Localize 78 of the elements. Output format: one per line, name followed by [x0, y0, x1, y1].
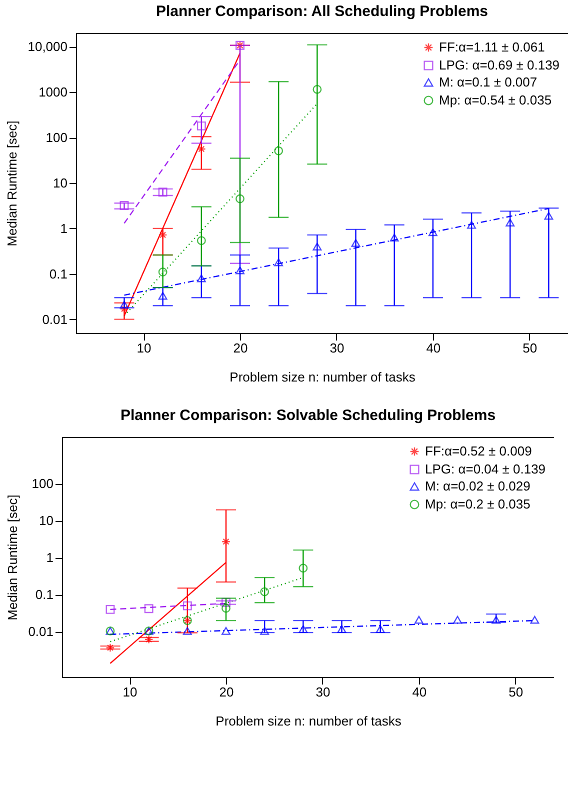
point — [376, 625, 385, 634]
x-tick-label: 50 — [508, 684, 524, 700]
point — [453, 616, 462, 624]
point — [312, 84, 322, 94]
point — [236, 194, 244, 204]
legend-label: M: α=0.02 ± 0.029 — [425, 478, 530, 494]
point — [530, 616, 540, 624]
y-tick-label: 0.1 — [49, 266, 68, 282]
point — [158, 188, 168, 197]
point — [222, 598, 230, 607]
point — [274, 146, 284, 156]
y-tick-label: 1000 — [38, 84, 68, 100]
x-tick-label: 10 — [122, 684, 138, 700]
point — [182, 601, 192, 610]
x-tick-label: 10 — [136, 340, 152, 356]
point — [158, 292, 168, 300]
point — [158, 230, 168, 240]
point — [260, 626, 270, 635]
point — [467, 220, 476, 229]
point — [298, 564, 308, 573]
y-tick-label: 100 — [46, 130, 68, 146]
x-tick-label: 30 — [330, 340, 344, 356]
point — [196, 274, 206, 282]
y-tick-label: 100 — [32, 476, 54, 492]
point — [337, 625, 346, 634]
y-tick-label: 0.01 — [28, 624, 54, 640]
legend-label: FF:α=0.52 ± 0.009 — [425, 444, 532, 458]
point — [144, 604, 154, 614]
point — [274, 258, 284, 266]
point — [236, 266, 244, 274]
point — [260, 587, 270, 596]
point — [158, 268, 168, 276]
point — [120, 201, 129, 210]
y-axis-title: Median Runtime [sec] — [4, 120, 20, 246]
point — [414, 616, 424, 624]
x-axis-title: Problem size n: number of tasks — [216, 714, 402, 728]
point — [351, 238, 360, 247]
legend-label: M: α=0.1 ± 0.007 — [439, 74, 538, 90]
point — [492, 616, 501, 624]
x-tick-label: 20 — [219, 684, 234, 700]
point — [222, 626, 230, 635]
legend-label: LPG: α=0.04 ± 0.139 — [425, 462, 546, 476]
x-tick-label: 20 — [233, 340, 248, 356]
point — [182, 626, 192, 635]
legend-label: FF:α=1.11 ± 0.061 — [439, 40, 545, 54]
point — [428, 228, 438, 236]
point — [196, 121, 206, 130]
legend-label: Mp: α=0.54 ± 0.035 — [439, 92, 552, 108]
point — [222, 604, 230, 613]
point — [196, 236, 206, 246]
x-tick-label: 50 — [522, 340, 538, 356]
legend-label: LPG: α=0.69 ± 0.139 — [439, 58, 560, 72]
y-axis-title: Median Runtime [sec] — [5, 494, 20, 620]
point — [120, 300, 129, 309]
point — [222, 537, 230, 546]
x-tick-label: 40 — [412, 684, 427, 700]
y-tick-label: 10 — [53, 176, 68, 190]
y-tick-label: 0.01 — [42, 312, 68, 327]
chart-title: Planner Comparison: Solvable Scheduling Problems — [120, 407, 496, 424]
y-tick-label: 1 — [46, 550, 54, 566]
x-tick-label: 30 — [316, 684, 330, 700]
point — [544, 212, 554, 220]
x-axis-title: Problem size n: number of tasks — [230, 370, 416, 384]
point — [120, 304, 129, 314]
legend-label: Mp: α=0.2 ± 0.035 — [425, 496, 530, 512]
y-tick-label: 0.1 — [35, 587, 54, 602]
chart-title: Planner Comparison: All Scheduling Problems — [156, 3, 488, 20]
x-tick-label: 40 — [426, 340, 441, 356]
y-tick-label: 1 — [60, 220, 68, 236]
y-tick-label: 10,000 — [28, 39, 68, 54]
point — [144, 634, 154, 644]
point — [298, 625, 308, 634]
point — [390, 234, 399, 242]
y-tick-label: 10 — [39, 513, 54, 528]
point — [506, 218, 515, 226]
point — [106, 604, 115, 614]
point — [106, 643, 115, 652]
point — [312, 242, 322, 250]
